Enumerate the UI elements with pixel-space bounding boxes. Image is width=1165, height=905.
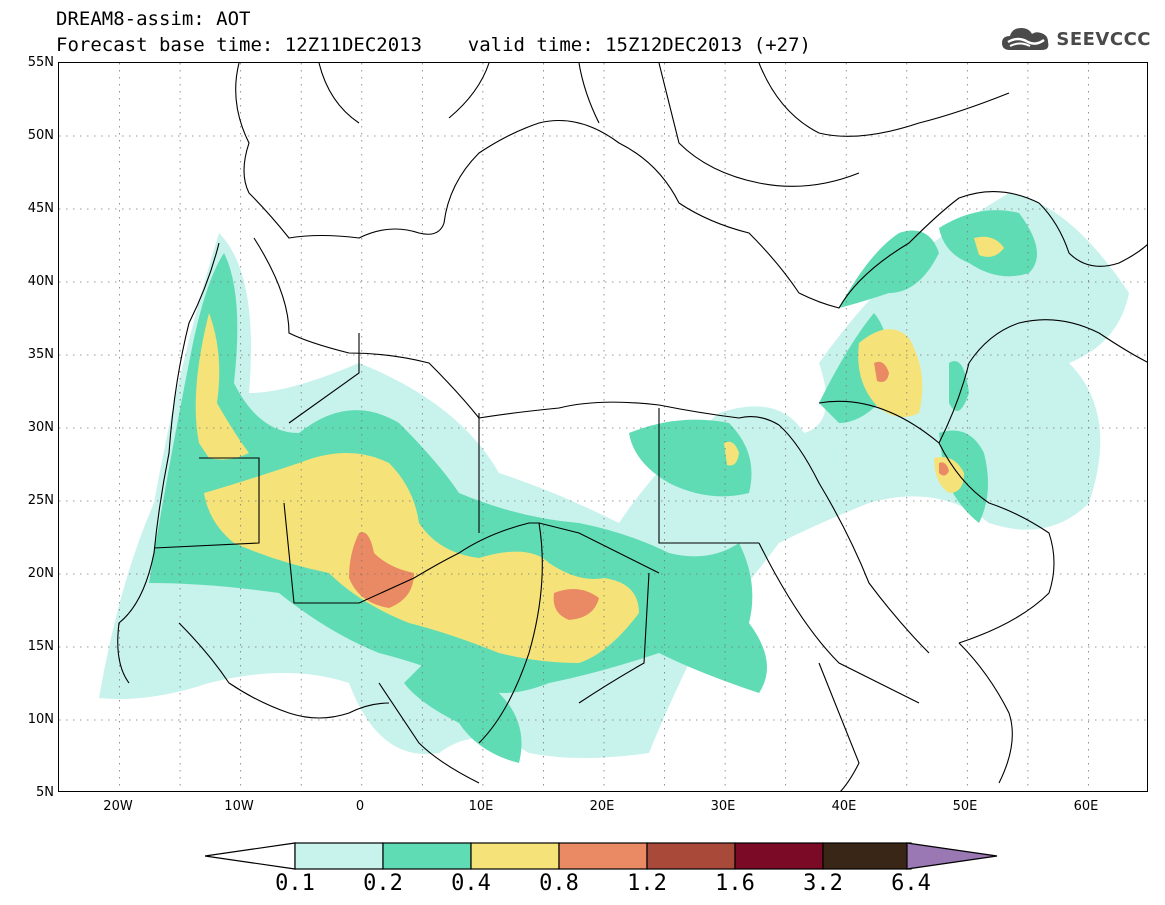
lon-label: 50E <box>952 799 978 814</box>
colorbar-box <box>558 842 648 870</box>
chart-subtitle-times: Forecast base time: 12Z11DEC2013 valid t… <box>56 34 811 56</box>
colorbar-label: 0.4 <box>451 871 491 896</box>
colorbar-label: 1.2 <box>627 871 667 896</box>
colorbar-boxes <box>294 842 912 870</box>
lat-label: 15N <box>27 639 54 654</box>
lat-label: 5N <box>36 785 54 800</box>
lon-label: 10E <box>468 799 494 814</box>
colorbar-label: 6.4 <box>891 871 931 896</box>
colorbar-label: 0.8 <box>539 871 579 896</box>
lat-label: 55N <box>27 55 54 70</box>
lon-label: 10W <box>224 799 254 814</box>
colorbar-box <box>822 842 912 870</box>
lat-label: 30N <box>27 420 54 435</box>
aot-0.8-contour <box>349 361 949 620</box>
lon-label: 30E <box>710 799 736 814</box>
lon-label: 40E <box>831 799 857 814</box>
colorbar-label: 0.1 <box>275 871 315 896</box>
aot-map-canvas <box>59 63 1147 791</box>
colorbar-label: 3.2 <box>803 871 843 896</box>
colorbar-box <box>646 842 736 870</box>
lat-label: 40N <box>27 274 54 289</box>
lat-label: 20N <box>27 566 54 581</box>
lon-label: 60E <box>1073 799 1099 814</box>
colorbar-box <box>382 842 472 870</box>
colorbar-box <box>294 842 384 870</box>
lat-label: 35N <box>27 347 54 362</box>
lon-label: 20W <box>103 799 133 814</box>
colorbar-box <box>734 842 824 870</box>
lat-label: 25N <box>27 493 54 508</box>
cloud-logo-icon <box>1002 28 1049 50</box>
lat-label: 10N <box>27 712 54 727</box>
colorbar-lower-extend <box>205 842 296 870</box>
aot-contours <box>99 193 1129 763</box>
lat-lon-grid <box>59 63 1147 791</box>
colorbar-upper-extend <box>906 842 998 870</box>
colorbar-box <box>470 842 560 870</box>
lon-label: 0 <box>355 799 365 814</box>
lat-label: 45N <box>27 201 54 216</box>
lat-label: 50N <box>27 128 54 143</box>
brand-name: SEEVCCC <box>1056 28 1151 50</box>
aot-colorbar <box>205 842 998 870</box>
lon-label: 20E <box>589 799 615 814</box>
colorbar-label: 1.6 <box>715 871 755 896</box>
chart-title: DREAM8-assim: AOT <box>56 8 251 30</box>
colorbar-label: 0.2 <box>363 871 403 896</box>
aot-0.4-contour <box>195 236 1004 663</box>
country-borders <box>117 63 1147 791</box>
seevccc-logo: SEEVCCC <box>1000 22 1151 56</box>
aot-map <box>58 62 1148 792</box>
